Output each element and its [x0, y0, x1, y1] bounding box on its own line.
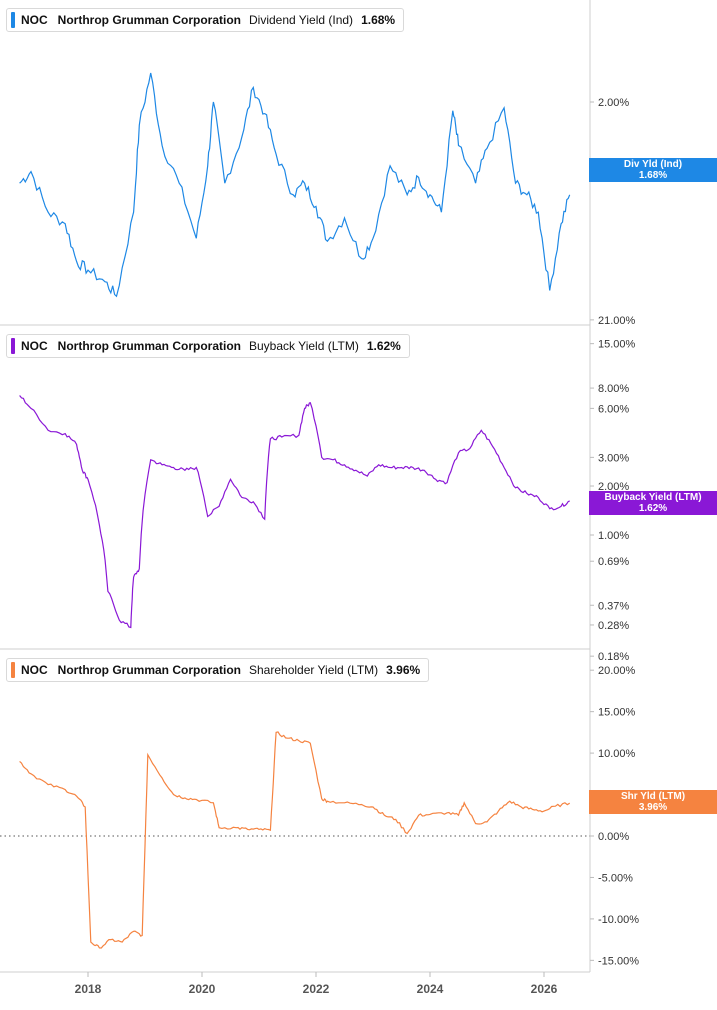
legend-company: Northrop Grumman Corporation — [57, 339, 241, 353]
legend-value: 1.62% — [366, 339, 401, 353]
legend-company: Northrop Grumman Corporation — [57, 663, 241, 677]
legend-company: Northrop Grumman Corporation — [57, 13, 241, 27]
y-tick-label: 1.00% — [598, 530, 629, 542]
y-tick-label: 20.00% — [598, 665, 636, 677]
y-tick-label: -10.00% — [598, 914, 639, 926]
y-tick-label: -15.00% — [598, 955, 639, 967]
series-color-swatch — [11, 338, 15, 354]
series-color-swatch — [11, 662, 15, 678]
y-tick-label: 0.28% — [598, 620, 629, 632]
tag-value: 1.62% — [638, 503, 668, 514]
y-tick-label: 15.00% — [598, 707, 636, 719]
y-tick-label: 10.00% — [598, 748, 636, 760]
x-tick-label: 2020 — [189, 982, 216, 996]
y-tick-label: 0.00% — [598, 831, 629, 843]
x-tick-label: 2022 — [303, 982, 330, 996]
legend-shareholder-yield: NOC Northrop Grumman Corporation Shareho… — [6, 658, 430, 682]
legend-metric: Buyback Yield (LTM) — [249, 339, 359, 353]
last-value-tag-dividend: Div Yld (Ind) 1.68% — [589, 158, 717, 182]
y-tick-label: 0.37% — [598, 600, 629, 612]
series-line-1 — [19, 395, 570, 629]
legend-ticker: NOC — [21, 663, 48, 677]
y-tick-label: 2.00% — [598, 97, 629, 109]
last-value-tag-shareholder: Shr Yld (LTM) 3.96% — [589, 790, 717, 814]
legend-value: 1.68% — [361, 13, 396, 27]
legend-ticker: NOC — [21, 339, 48, 353]
tag-label: Buyback Yield (LTM) — [604, 492, 702, 503]
legend-buyback-yield: NOC Northrop Grumman Corporation Buyback… — [6, 334, 410, 358]
y-tick-label: 0.18% — [598, 651, 629, 663]
y-tick-label: 8.00% — [598, 383, 629, 395]
tag-label: Div Yld (Ind) — [623, 159, 683, 170]
series-color-swatch — [11, 12, 15, 28]
y-tick-label: -5.00% — [598, 872, 633, 884]
y-tick-label: 15.00% — [598, 339, 636, 351]
series-line-2 — [19, 731, 571, 949]
series-line-0 — [19, 72, 571, 298]
y-tick-label: 21.00% — [598, 315, 636, 327]
tag-value: 1.68% — [638, 170, 668, 181]
legend-ticker: NOC — [21, 13, 48, 27]
x-tick-label: 2018 — [75, 982, 102, 996]
tag-value: 3.96% — [638, 802, 668, 813]
legend-metric: Dividend Yield (Ind) — [249, 13, 354, 27]
legend-metric: Shareholder Yield (LTM) — [249, 663, 379, 677]
y-tick-label: 6.00% — [598, 403, 629, 415]
y-tick-label: 2.00% — [598, 481, 629, 493]
legend-dividend-yield: NOC Northrop Grumman Corporation Dividen… — [6, 8, 405, 32]
y-tick-label: 0.69% — [598, 556, 629, 568]
last-value-tag-buyback: Buyback Yield (LTM) 1.62% — [589, 491, 717, 515]
x-tick-label: 2026 — [531, 982, 558, 996]
legend-value: 3.96% — [386, 663, 421, 677]
tag-label: Shr Yld (LTM) — [620, 791, 686, 802]
x-tick-label: 2024 — [417, 982, 444, 996]
y-tick-label: 3.00% — [598, 452, 629, 464]
